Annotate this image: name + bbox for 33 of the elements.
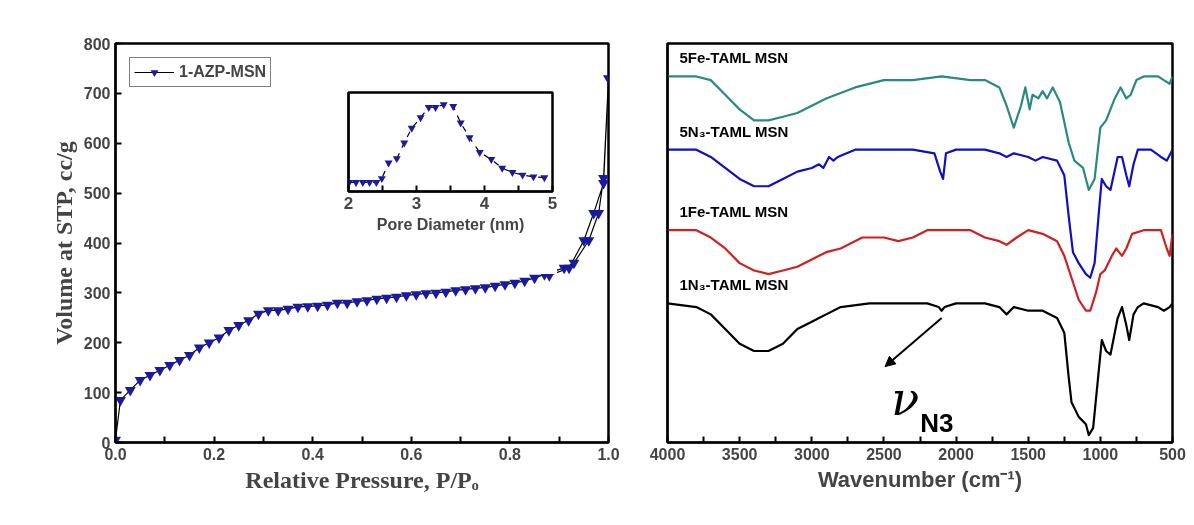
- x-tick-label: 2500: [866, 445, 902, 463]
- x-tick-label: 0.8: [498, 445, 522, 463]
- x-tick-label: 5: [547, 193, 558, 213]
- x-tick-label: 2000: [938, 445, 974, 463]
- series-label: 1Fe-TAML MSN: [679, 203, 789, 221]
- x-tick-label: 0.4: [301, 445, 324, 463]
- x-axis-title: Wavenumber (cm⁻¹): [817, 466, 1023, 492]
- x-axis-title: Relative Pressure, P/Pₒ: [245, 466, 479, 493]
- x-tick-label: 3500: [721, 445, 758, 463]
- series-label: 5N₃-TAML MSN: [679, 122, 789, 140]
- x-tick-label: 0.6: [400, 445, 423, 463]
- series-label: 5Fe-TAML MSN: [679, 49, 789, 67]
- y-axis-title: Volume at STP, cc/g: [50, 141, 77, 345]
- x-tick-label: 3000: [793, 445, 830, 463]
- y-tick-label: 800: [83, 35, 111, 53]
- series-label: 1N₃-TAML MSN: [679, 276, 789, 294]
- x-tick-label: 500: [1159, 445, 1186, 463]
- x-tick-label: 2: [343, 193, 354, 213]
- legend-label: 1-AZP-MSN: [179, 63, 267, 81]
- x-tick-label: 1500: [1010, 445, 1047, 463]
- y-tick-label: 100: [83, 384, 111, 402]
- x-tick-label: 4: [479, 193, 490, 213]
- x-tick-label: 1000: [1082, 445, 1119, 463]
- y-tick-label: 600: [83, 135, 111, 153]
- y-tick-label: 200: [83, 334, 111, 352]
- x-tick-label: 3: [411, 193, 422, 213]
- x-tick-label: 1.0: [597, 445, 620, 463]
- y-tick-label: 700: [83, 85, 111, 103]
- x-tick-label: 0.2: [202, 445, 226, 463]
- y-tick-label: 300: [83, 284, 111, 302]
- x-tick-label: 4000: [649, 445, 686, 463]
- x-axis-title: Pore Diameter (nm): [376, 215, 525, 233]
- y-tick-label: 400: [83, 235, 111, 252]
